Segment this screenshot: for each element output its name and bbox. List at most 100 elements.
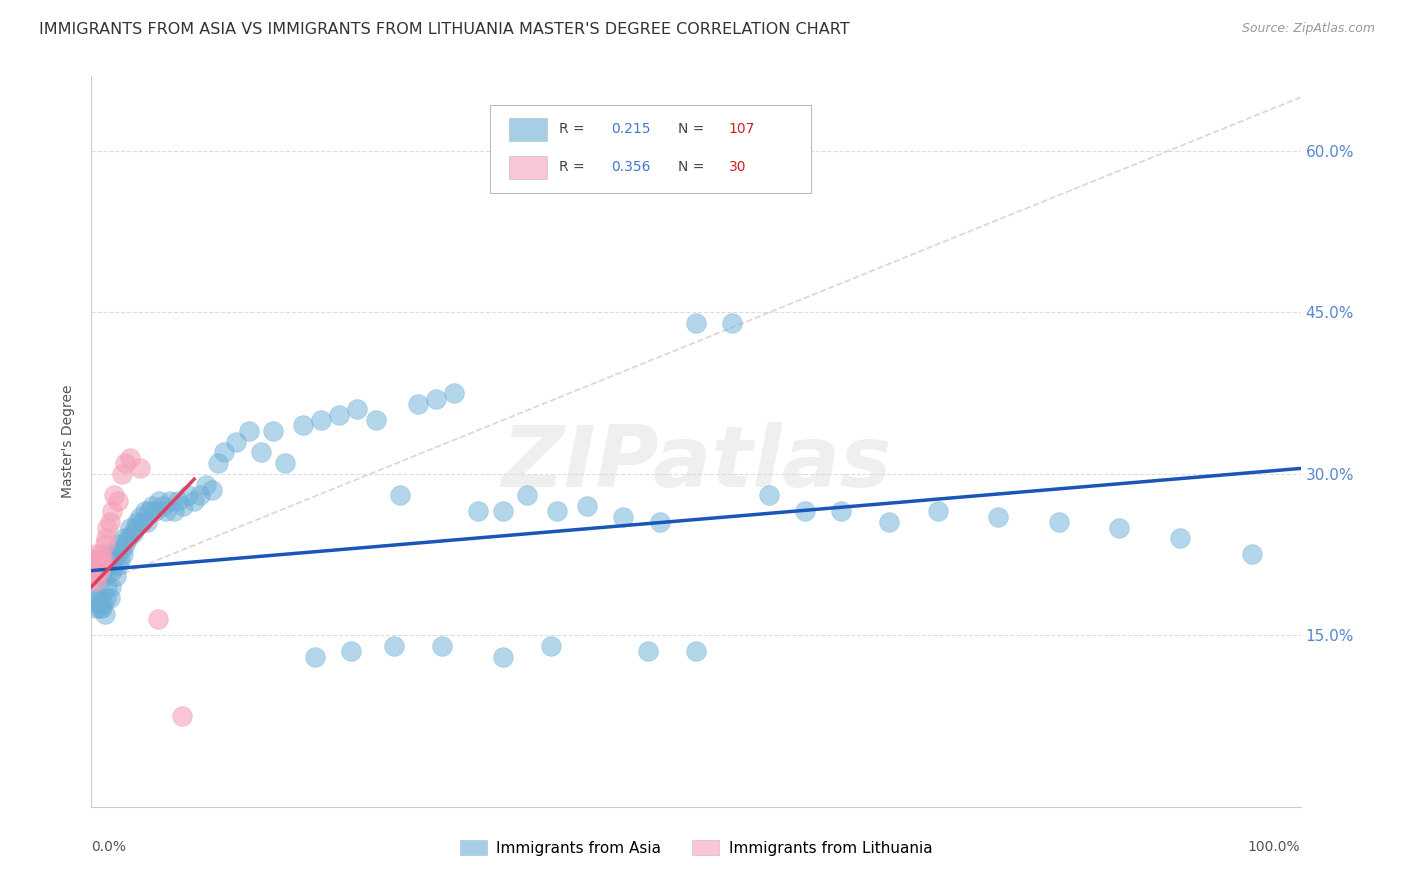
Point — [576, 499, 599, 513]
Point — [637, 644, 659, 658]
Text: 107: 107 — [728, 122, 755, 136]
Point — [91, 601, 114, 615]
Point — [364, 413, 387, 427]
Point — [91, 558, 114, 573]
Point — [101, 504, 124, 518]
Point — [114, 537, 136, 551]
Point — [262, 424, 284, 438]
Point — [124, 520, 146, 534]
Point — [207, 456, 229, 470]
Point — [105, 548, 128, 562]
Point — [83, 564, 105, 578]
Point — [346, 402, 368, 417]
Point — [1168, 532, 1191, 546]
Point — [141, 499, 163, 513]
Point — [146, 612, 169, 626]
Point — [114, 456, 136, 470]
Point — [104, 569, 127, 583]
Point — [100, 553, 122, 567]
Point — [103, 488, 125, 502]
Point — [167, 493, 190, 508]
Point — [183, 493, 205, 508]
Text: N =: N = — [678, 161, 704, 174]
Point — [131, 515, 153, 529]
Text: N =: N = — [678, 122, 704, 136]
Point — [152, 499, 174, 513]
Point — [304, 649, 326, 664]
Point — [648, 515, 671, 529]
Point — [96, 520, 118, 534]
Point — [98, 515, 121, 529]
Point — [90, 591, 112, 605]
Point — [97, 548, 120, 562]
Point — [107, 558, 129, 573]
Point — [430, 639, 453, 653]
Point — [136, 515, 159, 529]
Point — [111, 542, 132, 557]
Point — [274, 456, 297, 470]
Point — [101, 564, 124, 578]
Point — [406, 397, 429, 411]
FancyBboxPatch shape — [509, 118, 547, 141]
Point — [84, 574, 107, 589]
Point — [117, 532, 139, 546]
Point — [225, 434, 247, 449]
Point — [93, 537, 115, 551]
Point — [111, 548, 134, 562]
Point — [94, 553, 117, 567]
Point — [162, 504, 184, 518]
Point — [201, 483, 224, 497]
Point — [86, 564, 108, 578]
Point — [86, 564, 108, 578]
Text: IMMIGRANTS FROM ASIA VS IMMIGRANTS FROM LITHUANIA MASTER'S DEGREE CORRELATION CH: IMMIGRANTS FROM ASIA VS IMMIGRANTS FROM … — [39, 22, 851, 37]
Point — [172, 708, 194, 723]
Point — [291, 418, 314, 433]
Text: 0.0%: 0.0% — [91, 840, 127, 855]
Point — [830, 504, 852, 518]
Point — [927, 504, 949, 518]
Point — [101, 548, 124, 562]
Point — [110, 553, 132, 567]
Point — [94, 532, 117, 546]
Point — [120, 450, 142, 465]
Point — [89, 564, 111, 578]
Point — [103, 553, 125, 567]
Text: ZIPatlas: ZIPatlas — [501, 422, 891, 505]
Point — [84, 548, 107, 562]
Point — [87, 558, 110, 573]
Point — [138, 504, 160, 518]
Point — [112, 532, 135, 546]
Point — [249, 445, 271, 459]
Legend: Immigrants from Asia, Immigrants from Lithuania: Immigrants from Asia, Immigrants from Li… — [454, 834, 938, 862]
Point — [328, 408, 350, 422]
Text: Source: ZipAtlas.com: Source: ZipAtlas.com — [1241, 22, 1375, 36]
Point — [188, 488, 211, 502]
Point — [90, 548, 112, 562]
Text: 100.0%: 100.0% — [1249, 840, 1301, 855]
Point — [86, 558, 108, 573]
Point — [84, 553, 107, 567]
Point — [93, 553, 115, 567]
Point — [685, 316, 707, 330]
Point — [83, 580, 105, 594]
Point — [91, 564, 114, 578]
Point — [128, 461, 150, 475]
Point — [121, 526, 143, 541]
Point — [516, 488, 538, 502]
Point — [98, 591, 121, 605]
Point — [1047, 515, 1070, 529]
Point — [108, 537, 131, 551]
Point — [721, 316, 744, 330]
Point — [1108, 520, 1130, 534]
Point — [177, 488, 200, 502]
Point — [84, 601, 107, 615]
Point — [89, 601, 111, 615]
Point — [309, 413, 332, 427]
Point — [83, 553, 105, 567]
Point — [86, 591, 108, 605]
Point — [98, 558, 121, 573]
Point — [159, 493, 181, 508]
Point — [87, 553, 110, 567]
Text: 30: 30 — [728, 161, 747, 174]
Point — [84, 558, 107, 573]
